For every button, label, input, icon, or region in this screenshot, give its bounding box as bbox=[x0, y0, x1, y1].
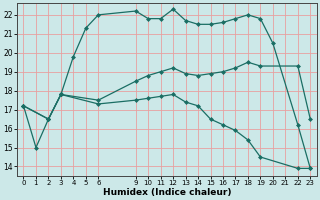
X-axis label: Humidex (Indice chaleur): Humidex (Indice chaleur) bbox=[103, 188, 231, 197]
